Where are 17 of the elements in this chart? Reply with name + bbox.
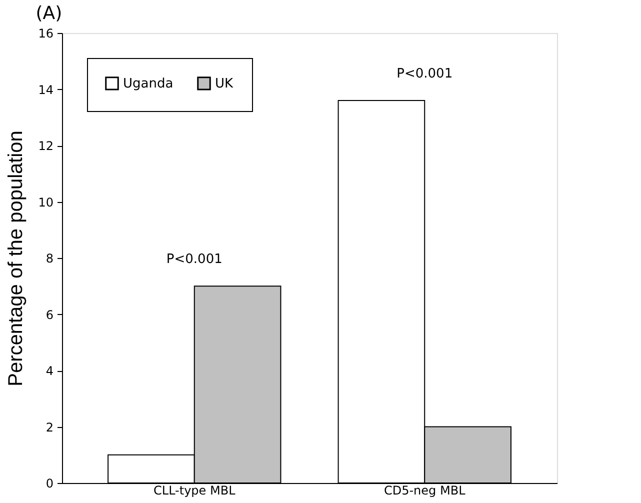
y-tick-label: 8 [46,252,54,266]
y-axis-title: Percentage of the population [5,130,28,386]
annotation: P<0.001 [396,66,453,82]
x-tick-label: CD5-neg MBL [384,484,466,498]
y-tick-label: 0 [46,476,54,490]
annotation: P<0.001 [166,252,222,268]
y-tick-label: 4 [46,364,54,378]
chart-title: (A) [36,3,62,24]
y-tick-label: 6 [46,308,54,322]
y-tick-label: 14 [38,82,54,97]
legend-label: UK [215,76,234,92]
legend-label: Uganda [123,76,174,92]
y-tick-label: 16 [38,26,54,40]
y-tick-label: 2 [46,420,54,434]
y-tick-label: 10 [38,195,54,210]
x-tick-label: CLL-type MBL [154,484,236,498]
y-tick-label: 12 [38,139,54,153]
